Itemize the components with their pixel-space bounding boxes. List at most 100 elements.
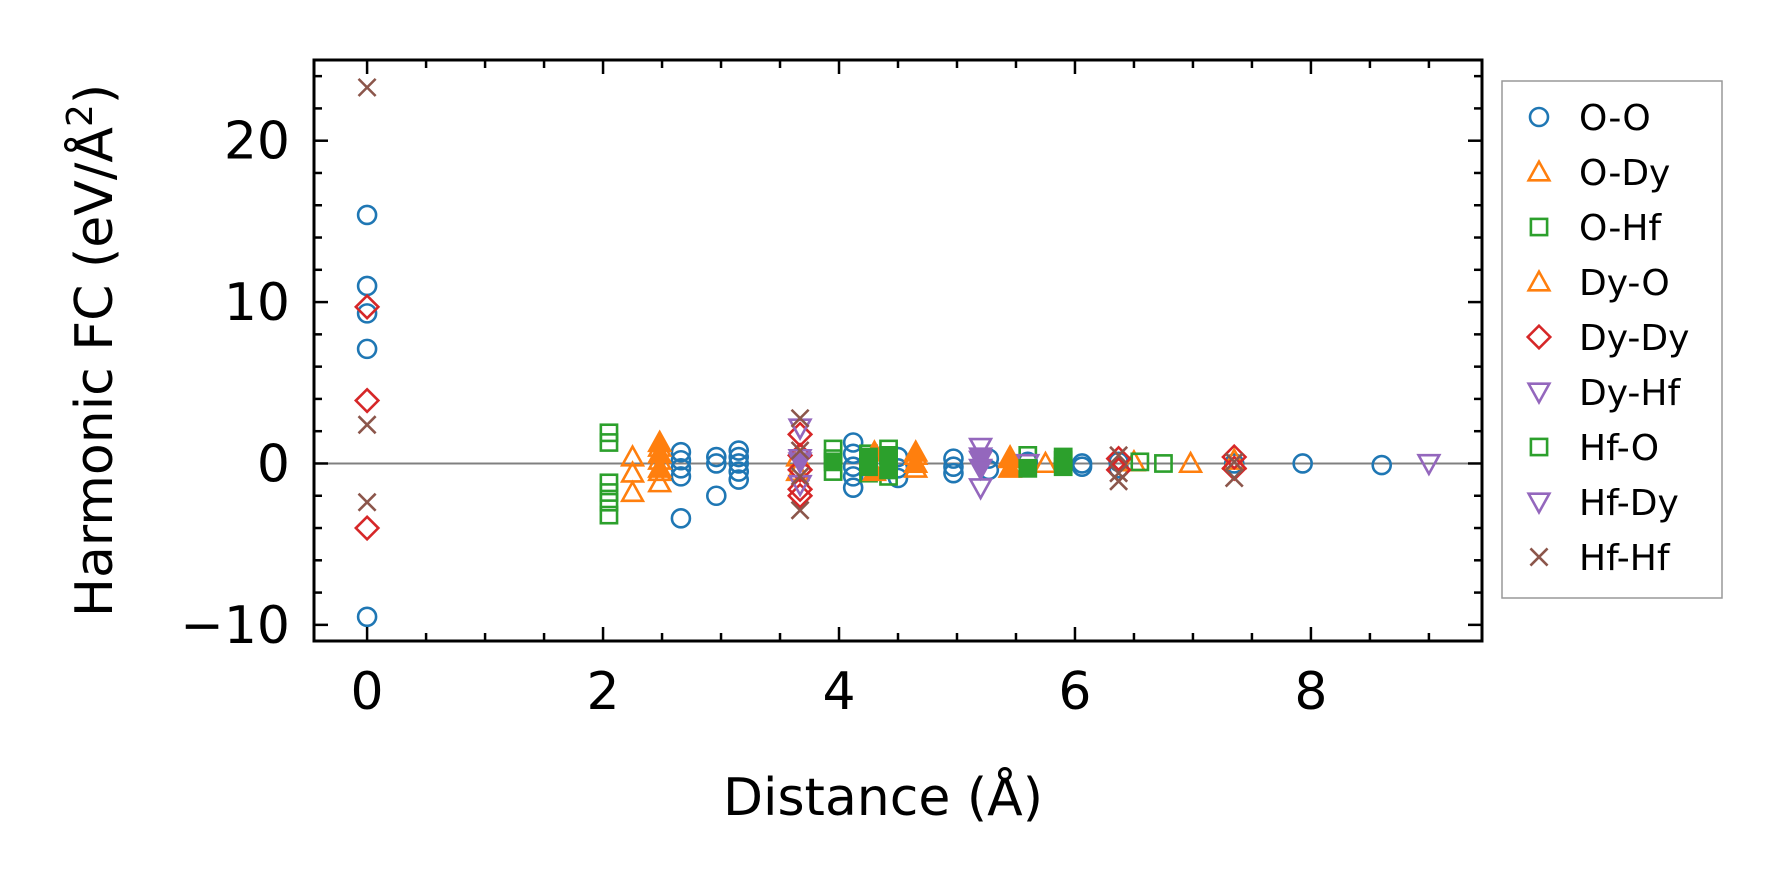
legend-item: Hf-Dy xyxy=(1526,483,1679,524)
data-point xyxy=(943,462,964,484)
data-point xyxy=(1105,445,1132,472)
legend-marker xyxy=(1529,437,1549,457)
data-point xyxy=(1053,457,1073,477)
y-axis-label: Harmonic FC (eV/Å2) xyxy=(60,84,125,617)
y-axis-label-superscript: 2 xyxy=(60,104,101,127)
legend-item: Hf-Hf xyxy=(1529,538,1671,579)
data-point xyxy=(1224,452,1244,472)
legend-marker xyxy=(1526,158,1552,182)
data-point xyxy=(968,478,994,501)
legend-label: Dy-Hf xyxy=(1579,373,1681,414)
data-point xyxy=(619,479,646,503)
data-point xyxy=(599,505,619,525)
data-point xyxy=(997,455,1023,478)
data-point xyxy=(1371,454,1393,476)
legend-marker xyxy=(1525,323,1553,351)
data-point xyxy=(728,440,750,461)
data-point xyxy=(357,77,377,97)
series-o-dy xyxy=(619,434,1247,503)
data-point xyxy=(1109,463,1129,483)
data-point xyxy=(354,387,381,414)
data-point xyxy=(706,446,727,468)
legend-marker xyxy=(1529,217,1549,237)
legend: O-O O-Dy O-Hf Dy-O Dy-Dy Dy-Hf Hf-O Hf-Dy Hf-Hf xyxy=(1501,80,1723,599)
data-point xyxy=(647,469,673,493)
data-point xyxy=(728,469,750,490)
legend-item: O-Dy xyxy=(1526,153,1670,194)
series-hf-hf xyxy=(357,77,1244,520)
data-point xyxy=(1109,471,1129,491)
x-tick-label: 2 xyxy=(587,662,620,722)
data-point xyxy=(786,482,814,509)
data-markers xyxy=(354,77,1442,628)
data-point xyxy=(599,473,619,493)
axis-ticks xyxy=(314,60,1482,641)
data-point xyxy=(670,458,692,479)
data-point xyxy=(357,492,377,512)
legend-item: O-O xyxy=(1528,98,1651,139)
data-point xyxy=(859,457,878,477)
data-point xyxy=(706,485,727,507)
legend-item: Hf-O xyxy=(1529,428,1659,469)
series-hf-dy xyxy=(787,447,994,482)
data-point xyxy=(842,432,864,453)
y-axis-label-main: Harmonic FC (eV/Å xyxy=(63,127,125,618)
data-point xyxy=(943,448,964,469)
data-point xyxy=(354,293,381,321)
data-point xyxy=(357,415,377,435)
data-point xyxy=(968,447,994,471)
data-point xyxy=(790,466,810,486)
legend-label: O-Dy xyxy=(1579,153,1670,194)
data-point xyxy=(790,441,810,461)
data-point xyxy=(599,423,619,443)
y-tick-label: 20 xyxy=(224,112,290,172)
data-point xyxy=(790,408,810,428)
legend-marker xyxy=(1526,492,1552,516)
data-point xyxy=(1032,450,1059,474)
legend-label: O-O xyxy=(1579,98,1651,139)
data-point xyxy=(1292,453,1313,474)
legend-item: Dy-Dy xyxy=(1525,318,1689,359)
data-point xyxy=(728,461,750,482)
y-tick-label: 0 xyxy=(257,434,290,494)
legend-marker xyxy=(1528,106,1550,128)
data-point xyxy=(670,441,692,463)
data-point xyxy=(356,204,378,226)
legend-marker xyxy=(1526,382,1552,406)
data-point xyxy=(356,606,378,628)
tick-labels: 0 2 4 6 8 −10 0 10 20 xyxy=(180,112,1327,722)
data-point xyxy=(670,449,692,471)
y-axis-label-close: ) xyxy=(65,84,125,104)
legend-item: Dy-Hf xyxy=(1526,373,1681,414)
data-point xyxy=(728,453,750,474)
y-tick-label: 10 xyxy=(224,273,290,333)
legend-label: Hf-O xyxy=(1579,428,1659,469)
data-point xyxy=(356,338,378,360)
data-point xyxy=(356,303,378,324)
data-point xyxy=(1224,468,1244,488)
data-point xyxy=(599,492,619,512)
x-tick-label: 4 xyxy=(822,662,855,722)
data-point xyxy=(599,483,619,502)
data-point xyxy=(728,446,750,468)
data-point xyxy=(670,466,692,487)
legend-label: Hf-Dy xyxy=(1579,483,1679,524)
legend-label: Dy-Dy xyxy=(1579,318,1689,359)
data-point xyxy=(599,433,619,452)
data-point xyxy=(356,275,378,297)
data-point xyxy=(903,450,929,474)
series-o-o xyxy=(356,204,1393,628)
data-point xyxy=(1416,453,1442,477)
data-point xyxy=(842,477,864,498)
plot-frame xyxy=(312,58,1484,643)
legend-label: Hf-Hf xyxy=(1579,538,1671,579)
data-point xyxy=(647,455,673,478)
legend-label: Dy-O xyxy=(1579,263,1670,304)
data-point xyxy=(1071,456,1093,478)
data-point xyxy=(670,508,692,529)
legend-item: Dy-O xyxy=(1526,263,1670,304)
y-tick-label: −10 xyxy=(180,596,290,656)
data-point xyxy=(786,456,814,484)
